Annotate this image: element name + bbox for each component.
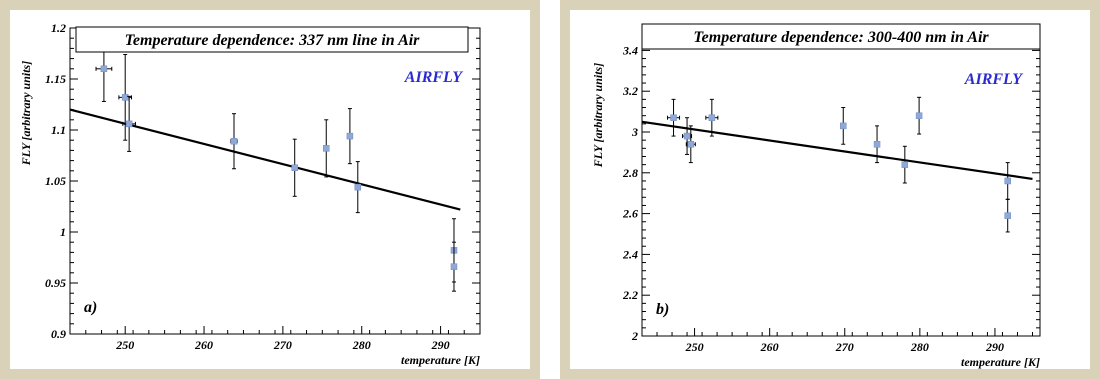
chart-a-svg: 250 260 270 280 290 0.9 0.95 1 1.05 1.1 1.15 1.2 tem…	[0, 0, 540, 379]
x-tick-label: 270	[273, 338, 292, 352]
chart-title: Temperature dependence: 300-400 nm in Ai…	[693, 29, 989, 46]
data-point	[450, 263, 458, 270]
data-point	[230, 137, 238, 145]
y-axis-label: FLY [arbitrary units]	[591, 63, 605, 168]
data-point	[670, 114, 677, 121]
fit-line	[69, 108, 461, 211]
panel-label: a)	[84, 299, 97, 316]
title-box	[75, 26, 469, 53]
chart-title: Temperature dependence: 337 nm line in A…	[125, 32, 421, 49]
data-point	[323, 145, 330, 152]
plot-area	[69, 27, 481, 335]
data-point	[121, 94, 129, 101]
y-tick-label: 2.4	[622, 247, 638, 261]
y-tick-label: 2.6	[622, 207, 638, 221]
chart-panel-a: 250 260 270 280 290 0.9 0.95 1 1.05 1.1 1.15 1.2 tem…	[0, 0, 540, 379]
y-tick-label: 2	[631, 329, 638, 343]
y-tick-label: 1.15	[45, 72, 66, 86]
x-tick-label: 270	[835, 340, 854, 354]
y-tick-label: 3.2	[622, 84, 638, 98]
data-point	[1004, 177, 1011, 185]
y-tick-label: 0.9	[51, 327, 66, 341]
x-tick-label: 250	[685, 340, 704, 354]
data-point	[873, 140, 881, 148]
x-tick-label: 260	[194, 338, 213, 352]
x-tick-label: 250	[115, 338, 134, 352]
data-point	[708, 114, 716, 121]
data-point	[840, 122, 847, 130]
y-tick-label: 2.8	[622, 166, 638, 180]
y-tick-label: 2.2	[622, 288, 638, 302]
y-tick-label: 1	[60, 225, 66, 239]
y-axis-label: FLY [arbitrary units]	[19, 61, 33, 166]
y-tick-label: 1.1	[51, 123, 66, 137]
data-point	[901, 161, 909, 168]
data-point	[915, 112, 923, 119]
data-point	[125, 120, 133, 128]
data-point	[687, 140, 695, 148]
chart-panel-b: 250 260 270 280 290 2 2.2 2.4 2.6 2.8 3 3.2 3.4 tempe…	[560, 0, 1100, 379]
y-tick-label: 0.95	[45, 276, 66, 290]
y-tick-label: 3	[631, 125, 638, 139]
y-tick-label: 1.05	[45, 174, 66, 188]
data-point	[291, 164, 298, 171]
data-point	[1004, 212, 1011, 219]
airfly-annotation: AIRFLY	[964, 71, 1023, 88]
y-tick-label: 1.2	[51, 21, 66, 35]
data-point	[100, 65, 108, 73]
data-point	[683, 132, 691, 140]
x-tick-label: 260	[760, 340, 779, 354]
data-point	[346, 132, 354, 140]
airfly-annotation: AIRFLY	[404, 69, 463, 86]
x-axis-label: temperature [K]	[961, 355, 1040, 369]
title-box	[641, 23, 1041, 50]
chart-b-svg: 250 260 270 280 290 2 2.2 2.4 2.6 2.8 3 3.2 3.4 tempe…	[560, 0, 1100, 379]
x-tick-label: 280	[352, 338, 371, 352]
data-point	[354, 183, 362, 191]
x-axis-label: temperature [K]	[401, 353, 480, 367]
fit-line	[641, 120, 1033, 181]
y-tick-label: 3.4	[622, 43, 638, 57]
x-tick-label: 280	[910, 340, 929, 354]
x-tick-label: 290	[985, 340, 1004, 354]
x-tick-label: 290	[431, 338, 450, 352]
panel-label: b)	[656, 301, 669, 318]
